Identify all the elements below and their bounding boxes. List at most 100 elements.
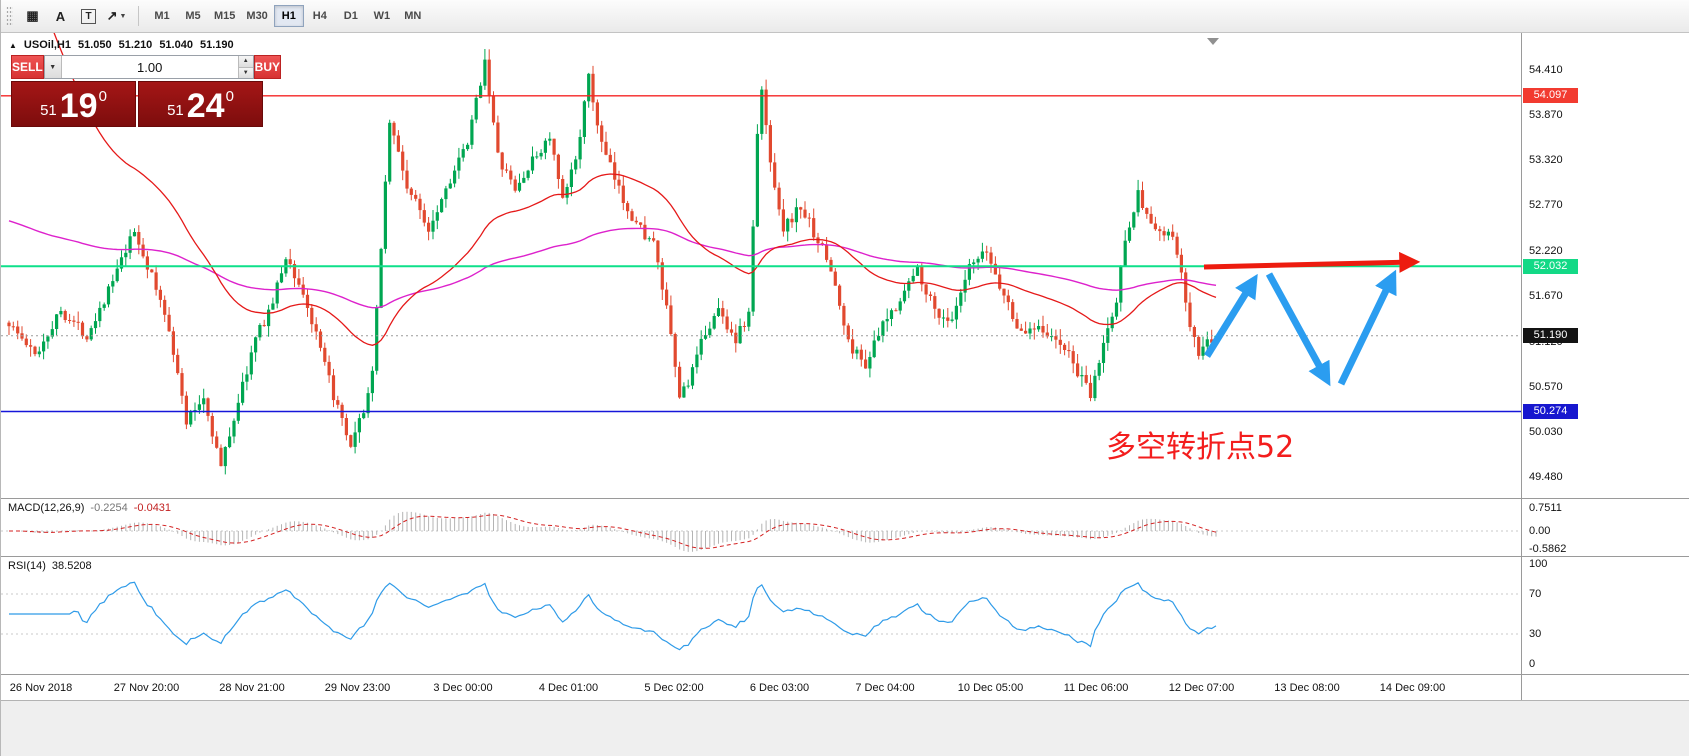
buy-price-point: 0 — [225, 88, 234, 105]
sell-price-tile[interactable]: 51 19 0 — [11, 81, 136, 127]
draw-arrow-icon: ↗ — [106, 8, 118, 23]
trend-arrows[interactable] — [1203, 251, 1421, 387]
volume-increase-button[interactable]: ▲ — [238, 56, 253, 67]
timeframe-w1-button[interactable]: W1 — [367, 5, 397, 27]
ohlc-high: 51.210 — [118, 39, 153, 51]
main-chart-panel[interactable]: 多空转折点52 ▲ USOil,H1 51.050 51.210 51.040 … — [1, 33, 1521, 498]
time-axis-label: 7 Dec 04:00 — [855, 682, 915, 694]
macd-signal-line — [9, 514, 1217, 549]
volume-decrease-button[interactable]: ▼ — [238, 66, 253, 78]
rsi-header: RSI(14) 38.5208 — [8, 560, 92, 572]
collapse-icon[interactable]: ▲ — [9, 40, 17, 50]
chevron-down-icon: ▼ — [119, 12, 127, 20]
buy-price-tile[interactable]: 51 24 0 — [138, 81, 263, 127]
ohlc-low: 51.040 — [159, 39, 193, 51]
moving-averages — [8, 33, 1217, 346]
cursor-icon: A — [55, 8, 66, 24]
timeframe-d1-button[interactable]: D1 — [336, 5, 366, 27]
timeframe-m1-button[interactable]: M1 — [147, 5, 177, 27]
time-axis-label: 5 Dec 02:00 — [644, 682, 704, 694]
toolbar: ▦ A T ↗ ▼ M1 M5 M15 M30 H1 H4 D1 W1 MN — [1, 0, 1689, 33]
price-scale-label: 50.030 — [1529, 425, 1563, 438]
time-axis-label: 29 Nov 23:00 — [324, 682, 391, 694]
rsi-scale-label: 30 — [1529, 628, 1542, 640]
price-badge-current: 51.190 — [1523, 328, 1578, 344]
macd-title: MACD(12,26,9) — [8, 502, 85, 514]
buy-price-integer: 51 — [167, 102, 184, 119]
macd-panel[interactable]: MACD(12,26,9) -0.2254 -0.0431 — [1, 498, 1521, 556]
timeframe-h4-button[interactable]: H4 — [305, 5, 335, 27]
time-axis-label: 13 Dec 08:00 — [1274, 682, 1340, 694]
timeframe-m5-button[interactable]: M5 — [178, 5, 208, 27]
time-axis-label: 27 Nov 20:00 — [113, 682, 180, 694]
rsi-scale-label: 70 — [1529, 588, 1542, 600]
time-axis-label: 3 Dec 00:00 — [433, 682, 493, 694]
price-scale-label: 50.570 — [1529, 381, 1563, 394]
time-axis-label: 11 Dec 06:00 — [1063, 682, 1129, 694]
sell-button[interactable]: SELL — [11, 55, 44, 79]
time-axis-label: 10 Dec 05:00 — [957, 682, 1024, 694]
timeframe-m15-button[interactable]: M15 — [209, 5, 240, 27]
macd-scale-label: 0.7511 — [1529, 502, 1562, 515]
time-axis-label: 4 Dec 01:00 — [538, 682, 599, 694]
macd-scale: 0.7511 0.00 -0.5862 — [1521, 498, 1689, 556]
candles — [7, 49, 1218, 475]
time-axis-label: 28 Nov 21:00 — [219, 682, 285, 694]
macd-scale-label: -0.5862 — [1529, 542, 1567, 555]
chinese-annotation[interactable]: 多空转折点52 — [1106, 430, 1294, 465]
price-scale-label: 53.870 — [1529, 108, 1563, 121]
macd-header: MACD(12,26,9) -0.2254 -0.0431 — [8, 502, 171, 514]
draw-tool-button[interactable]: ↗ ▼ — [103, 4, 130, 28]
level-lines[interactable] — [1, 95, 1521, 413]
macd-scale-label: 0.00 — [1529, 525, 1551, 537]
volume-control: ▼ ▲ ▼ — [43, 55, 254, 79]
rsi-scale-label: 100 — [1529, 558, 1548, 570]
volume-input[interactable] — [61, 56, 238, 78]
price-scale-label: 52.770 — [1529, 199, 1563, 212]
price-scale-label: 54.410 — [1529, 64, 1563, 76]
price-scale-label: 49.480 — [1529, 471, 1563, 484]
time-axis-label: 14 Dec 09:00 — [1379, 682, 1446, 694]
rsi-title: RSI(14) — [8, 560, 46, 572]
sell-price-pips: 19 — [59, 87, 98, 126]
grid-icon: ▦ — [26, 8, 39, 23]
text-tool-button[interactable]: T — [75, 4, 102, 28]
time-axis-corner — [1521, 674, 1689, 700]
buy-price-pips: 24 — [186, 87, 225, 126]
grid-tool-button[interactable]: ▦ — [19, 4, 46, 28]
macd-main-value: -0.2254 — [90, 502, 128, 514]
sell-price-point: 0 — [98, 88, 107, 105]
sell-price-integer: 51 — [40, 102, 57, 119]
rsi-value: 38.5208 — [51, 560, 92, 572]
time-axis[interactable]: 26 Nov 2018 27 Nov 20:00 28 Nov 21:00 29… — [1, 674, 1521, 700]
chart-shift-marker[interactable] — [1207, 38, 1219, 45]
timeframe-mn-button[interactable]: MN — [398, 5, 428, 27]
price-scale[interactable]: 54.410 53.870 53.320 52.770 52.220 51.67… — [1521, 33, 1689, 498]
status-bar-area — [1, 700, 1689, 756]
price-scale-label: 53.320 — [1529, 153, 1563, 166]
rsi-scale-label: 0 — [1529, 658, 1536, 670]
ohlc-open: 51.050 — [78, 39, 112, 51]
ohlc-close: 51.190 — [199, 39, 234, 51]
price-scale-label: 51.670 — [1529, 290, 1563, 303]
candlestick-chart-canvas[interactable]: 多空转折点52 — [1, 33, 1521, 498]
buy-button[interactable]: BUY — [253, 55, 282, 79]
cursor-tool-button[interactable]: A — [47, 4, 74, 28]
macd-canvas — [1, 511, 1521, 552]
timeframe-h1-button[interactable]: H1 — [273, 5, 304, 27]
macd-signal-value: -0.0431 — [133, 502, 172, 514]
volume-dropdown-button[interactable]: ▼ — [44, 56, 62, 78]
timeframe-m30-button[interactable]: M30 — [241, 5, 272, 27]
macd-histogram — [17, 511, 1217, 552]
text-label-icon: T — [81, 8, 96, 24]
one-click-trading-panel: SELL ▼ ▲ ▼ BUY 51 19 0 — [11, 55, 282, 127]
price-badge-pivot: 52.032 — [1523, 258, 1578, 274]
symbol-label: USOil,H1 — [23, 39, 71, 51]
time-axis-label: 6 Dec 03:00 — [749, 682, 810, 694]
rsi-panel[interactable]: RSI(14) 38.5208 — [1, 556, 1521, 674]
rsi-line — [9, 581, 1217, 651]
toolbar-grip[interactable] — [6, 6, 13, 26]
chart-ohlc-header: ▲ USOil,H1 51.050 51.210 51.040 51.190 — [9, 39, 234, 51]
time-axis-label: 12 Dec 07:00 — [1168, 682, 1235, 694]
